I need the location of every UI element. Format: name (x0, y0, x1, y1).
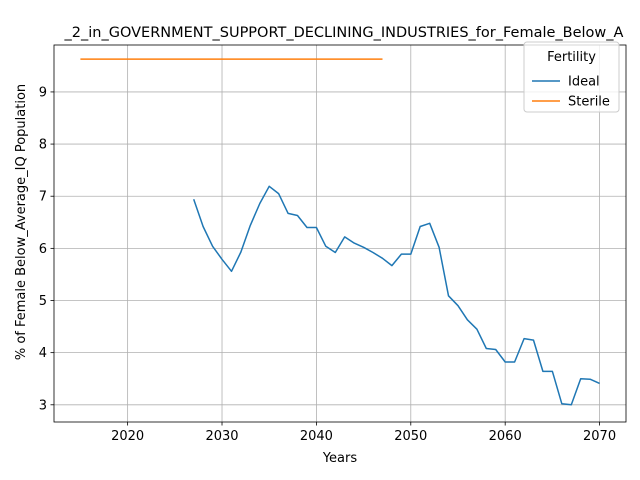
legend-label-ideal: Ideal (568, 75, 600, 90)
x-tick-label: 2040 (300, 429, 333, 444)
x-tick-label: 2020 (111, 429, 144, 444)
x-tick-label: 2050 (394, 429, 427, 444)
y-tick-label: 5 (39, 294, 47, 309)
chart-title: _2_in_GOVERNMENT_SUPPORT_DECLINING_INDUS… (64, 25, 624, 41)
y-axis-label: % of Female Below_Average_IQ Population (14, 84, 29, 360)
x-tick-label: 2030 (205, 429, 238, 444)
y-tick-label: 4 (39, 346, 47, 361)
x-tick-label: 2070 (583, 429, 616, 444)
y-tick-label: 8 (39, 138, 47, 153)
x-axis-label: Years (322, 451, 358, 466)
y-tick-label: 7 (39, 190, 47, 205)
legend: Fertility Ideal Sterile (524, 42, 619, 112)
y-tick-label: 6 (39, 242, 47, 257)
legend-title: Fertility (547, 50, 596, 65)
legend-label-sterile: Sterile (568, 95, 610, 110)
y-tick-label: 3 (39, 398, 47, 413)
series-line-ideal (194, 186, 600, 404)
x-tick-label: 2060 (489, 429, 522, 444)
y-tick-label: 9 (39, 85, 47, 100)
